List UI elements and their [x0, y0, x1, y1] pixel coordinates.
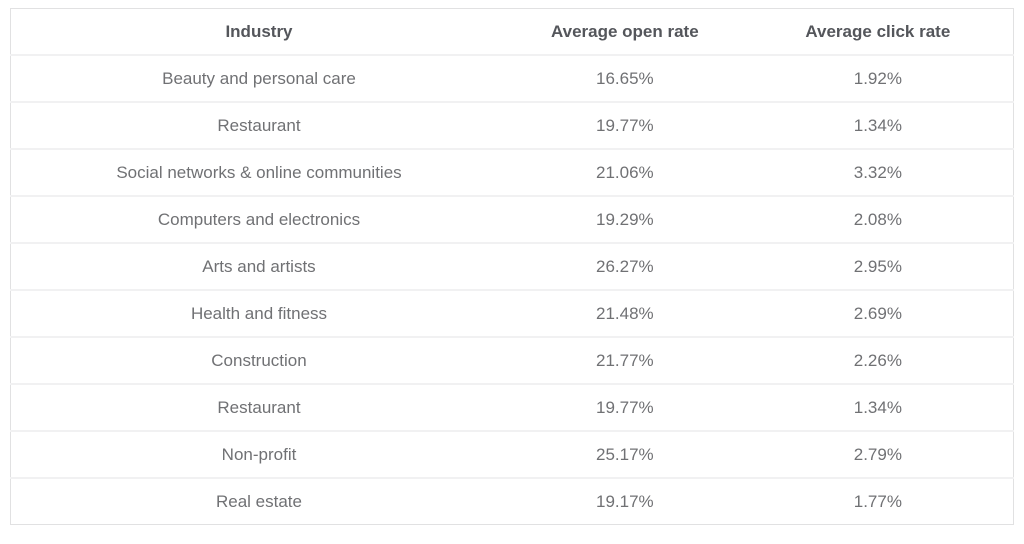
table-body: Beauty and personal care 16.65% 1.92% Resta… — [10, 55, 1014, 525]
table-row: Computers and electronics 19.29% 2.08% — [10, 196, 1014, 244]
industry-cell: Non-profit — [10, 431, 507, 479]
column-header-average-open-rate: Average open rate — [506, 8, 743, 56]
open-rate-cell: 21.77% — [506, 337, 743, 385]
industry-cell: Computers and electronics — [10, 196, 507, 244]
industry-cell: Construction — [10, 337, 507, 385]
click-rate-cell: 2.08% — [742, 196, 1014, 244]
table-row: Arts and artists 26.27% 2.95% — [10, 243, 1014, 291]
open-rate-cell: 21.48% — [506, 290, 743, 338]
column-header-industry: Industry — [10, 8, 507, 56]
table-row: Real estate 19.17% 1.77% — [11, 478, 1014, 525]
industry-cell: Health and fitness — [10, 290, 507, 338]
click-rate-cell: 1.92% — [742, 55, 1014, 103]
open-rate-cell: 19.17% — [596, 491, 654, 511]
header-row: Industry Average open rate Average click… — [10, 8, 1014, 56]
industry-cell: Beauty and personal care — [10, 55, 507, 103]
click-rate-cell: 2.69% — [742, 290, 1014, 338]
industry-cell: Restaurant — [10, 384, 507, 432]
table-row: Restaurant 19.77% 1.34% — [10, 102, 1014, 150]
open-rate-cell: 19.77% — [506, 384, 743, 432]
industry-cell: Social networks & online communities — [10, 149, 507, 197]
table-row: Social networks & online communities 21.0… — [10, 149, 1014, 197]
table-row: Restaurant 19.77% 1.34% — [10, 384, 1014, 432]
click-rate-cell: 2.95% — [742, 243, 1014, 291]
click-rate-cell: 1.77% — [853, 491, 902, 511]
benchmarks-table-container: Industry Average open rate Average click… — [10, 8, 1014, 525]
open-rate-cell: 21.06% — [506, 149, 743, 197]
click-rate-cell: 2.79% — [742, 431, 1014, 479]
column-header-average-click-rate: Average click rate — [742, 8, 1014, 56]
industry-cell: Arts and artists — [10, 243, 507, 291]
table-row: Beauty and personal care 16.65% 1.92% — [10, 55, 1014, 103]
click-rate-cell: 1.34% — [742, 102, 1014, 150]
table-row: Construction 21.77% 2.26% — [10, 337, 1014, 385]
click-rate-cell: 1.34% — [742, 384, 1014, 432]
open-rate-cell: 25.17% — [506, 431, 743, 479]
email-benchmarks-table: Industry Average open rate Average click… — [10, 8, 1014, 525]
industry-cell: Real estate — [215, 491, 302, 511]
click-rate-cell: 2.26% — [742, 337, 1014, 385]
open-rate-cell: 19.77% — [506, 102, 743, 150]
table-row: Non-profit 25.17% 2.79% — [10, 431, 1014, 479]
open-rate-cell: 16.65% — [506, 55, 743, 103]
industry-cell: Restaurant — [10, 102, 507, 150]
table-row: Health and fitness 21.48% 2.69% — [10, 290, 1014, 338]
open-rate-cell: 26.27% — [506, 243, 743, 291]
click-rate-cell: 3.32% — [742, 149, 1014, 197]
open-rate-cell: 19.29% — [506, 196, 743, 244]
